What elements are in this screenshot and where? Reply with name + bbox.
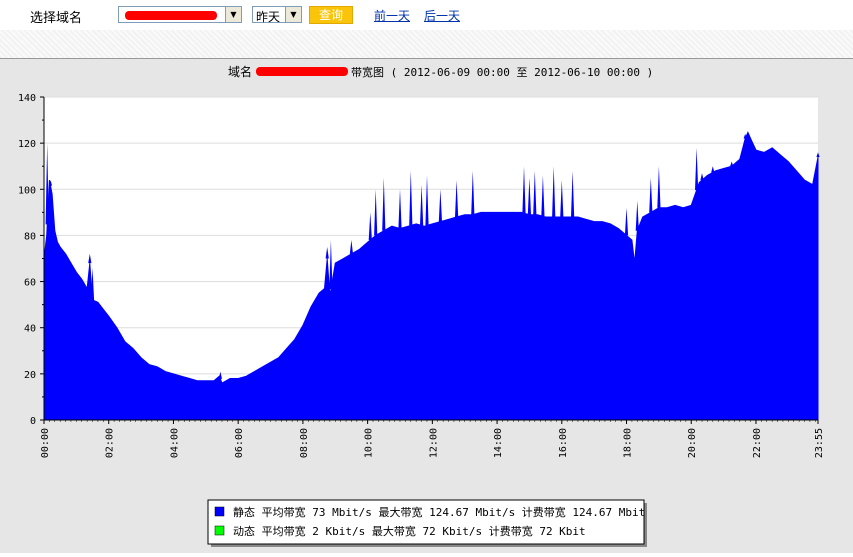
legend-label-dynamic: 动态 平均带宽 2 Kbit/s 最大带宽 72 Kbit/s 计费带宽 72 … xyxy=(233,524,586,538)
spike-15 xyxy=(438,189,442,222)
chart-title-prefix: 域名 xyxy=(228,64,252,79)
spike-30 xyxy=(700,173,704,181)
redaction-mark xyxy=(125,11,217,20)
title-redaction-mark xyxy=(256,67,348,76)
bandwidth-chart: 域名 带宽图 ( 2012-06-09 00:00 至 2012-06-10 0… xyxy=(18,64,825,547)
spike-16 xyxy=(455,180,459,217)
spike-11 xyxy=(398,189,402,229)
x-tick-label-5: 10:00 xyxy=(364,428,375,458)
spike-25 xyxy=(624,207,629,236)
x-tick-label-12: 23:55 xyxy=(814,428,825,458)
spike-5 xyxy=(325,247,329,259)
chart-title-suffix: 带宽图 ( 2012-06-09 00:00 至 2012-06-10 00:0… xyxy=(351,65,653,79)
bandwidth-chart-panel: 域名 带宽图 ( 2012-06-09 00:00 至 2012-06-10 0… xyxy=(0,58,853,553)
spike-28 xyxy=(657,166,661,208)
spike-17 xyxy=(471,170,475,215)
spike-21 xyxy=(541,175,545,217)
spike-1 xyxy=(48,180,53,186)
spike-18 xyxy=(522,166,526,214)
chevron-down-icon[interactable]: ▼ xyxy=(225,7,241,22)
toolbar: 选择域名 ▼ 昨天 ▼ 查询 前一天 后一天 xyxy=(0,0,853,30)
next-day-link[interactable]: 后一天 xyxy=(424,9,461,23)
spike-27 xyxy=(649,177,653,213)
spike-3 xyxy=(90,267,95,300)
y-tick-label-1: 20 xyxy=(24,370,36,381)
x-tick-label-4: 08:00 xyxy=(299,428,310,458)
domain-select-label: 选择域名 xyxy=(30,11,83,26)
spike-34 xyxy=(816,152,820,157)
x-tick-label-7: 14:00 xyxy=(493,428,504,458)
legend-label-static: 静态 平均带宽 73 Mbit/s 最大带宽 124.67 Mbit/s 计费带… xyxy=(233,505,645,519)
y-tick-label-4: 80 xyxy=(24,231,36,242)
spike-9 xyxy=(374,189,378,236)
x-tick-label-10: 20:00 xyxy=(687,428,698,458)
spike-8 xyxy=(368,212,372,240)
x-tick-label-3: 06:00 xyxy=(234,428,245,458)
domain-select[interactable]: ▼ xyxy=(118,6,242,23)
query-button[interactable]: 查询 xyxy=(309,6,353,24)
domain-select-value xyxy=(121,8,229,21)
x-tick-label-9: 18:00 xyxy=(623,428,634,458)
legend-swatch-dynamic xyxy=(214,525,225,536)
spike-10 xyxy=(382,177,386,231)
spike-19 xyxy=(527,177,531,215)
spike-14 xyxy=(425,175,429,226)
spike-31 xyxy=(711,166,715,173)
day-select[interactable]: 昨天 ▼ xyxy=(252,6,302,24)
x-axis-ticks: 00:00 02:00 04:00 06:00 08:00 10:00 12:00 14:00… xyxy=(40,420,825,458)
y-tick-label-2: 40 xyxy=(24,324,36,335)
legend-box xyxy=(207,499,645,545)
spike-33 xyxy=(743,133,747,139)
spike-26 xyxy=(635,200,639,231)
chart-title: 域名 带宽图 ( 2012-06-09 00:00 至 2012-06-10 0… xyxy=(228,64,653,79)
spike-20 xyxy=(533,170,537,215)
x-tick-label-8: 16:00 xyxy=(558,428,569,458)
separator-band xyxy=(0,30,853,58)
chart-legend: 静态 平均带宽 73 Mbit/s 最大带宽 124.67 Mbit/s 计费带… xyxy=(207,499,647,547)
y-tick-label-5: 100 xyxy=(18,185,36,196)
x-tick-label-11: 22:00 xyxy=(752,428,763,458)
legend-swatch-static xyxy=(214,506,225,517)
spike-23 xyxy=(560,180,564,217)
spike-32 xyxy=(730,161,734,167)
spike-13 xyxy=(420,184,424,226)
x-tick-label-6: 12:00 xyxy=(428,428,439,458)
spike-22 xyxy=(552,166,556,217)
spike-0 xyxy=(45,143,49,225)
spike-7 xyxy=(349,240,353,254)
y-tick-label-6: 120 xyxy=(18,139,36,150)
spike-2 xyxy=(88,253,92,264)
x-tick-label-0: 00:00 xyxy=(40,428,51,458)
spike-12 xyxy=(409,170,413,226)
y-tick-label-0: 0 xyxy=(30,416,36,427)
y-tick-label-3: 60 xyxy=(24,278,36,289)
chevron-down-icon[interactable]: ▼ xyxy=(285,7,301,22)
spike-24 xyxy=(571,170,575,217)
static-bandwidth-spikes xyxy=(45,133,820,379)
prev-day-link[interactable]: 前一天 xyxy=(374,9,411,23)
spike-29 xyxy=(695,147,699,191)
spike-6 xyxy=(329,240,333,289)
spike-4 xyxy=(218,371,222,379)
x-tick-label-1: 02:00 xyxy=(105,428,116,458)
y-tick-label-7: 140 xyxy=(18,93,36,104)
day-select-value: 昨天 xyxy=(256,10,281,24)
x-tick-label-2: 04:00 xyxy=(169,428,180,458)
y-axis-ticks: 0 20 40 60 80 100 120 140 xyxy=(18,93,44,427)
